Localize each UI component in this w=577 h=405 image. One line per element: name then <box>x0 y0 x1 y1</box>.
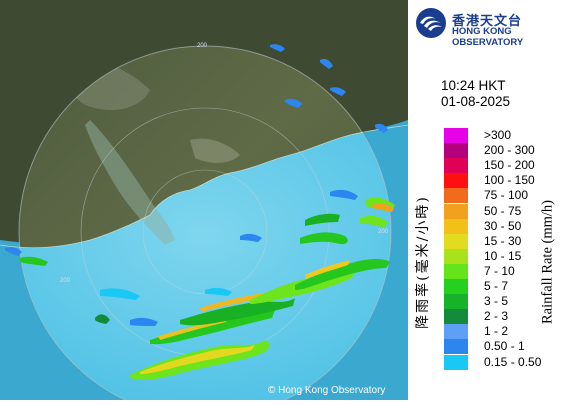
legend-label: 1 - 2 <box>484 324 509 339</box>
logo-name-en: HONG KONG OBSERVATORY <box>452 26 524 48</box>
map-copyright: © Hong Kong Observatory <box>268 385 385 396</box>
legend-swatch <box>444 294 468 310</box>
legend-swatch <box>444 309 468 325</box>
legend-swatch <box>444 279 468 294</box>
legend-swatch <box>444 263 468 279</box>
observation-date: 01-08-2025 <box>441 94 511 109</box>
observation-time: 10:24 HKT <box>441 78 506 93</box>
legend-label: 7 - 10 <box>484 263 515 278</box>
legend-row: 50 - 75 <box>444 203 577 219</box>
legend-row: 150 - 200 <box>444 158 577 174</box>
legend-swatch <box>444 203 468 219</box>
legend-row: 15 - 30 <box>444 233 577 249</box>
legend-label: 0.50 - 1 <box>484 339 525 354</box>
legend-swatch <box>444 158 468 174</box>
range-label-east: 200 <box>378 229 389 235</box>
legend-swatch <box>444 173 468 189</box>
hko-emblem-icon <box>416 8 446 38</box>
rain-echoes <box>5 44 395 380</box>
legend-swatch <box>444 233 468 249</box>
legend-label: >300 <box>484 128 512 142</box>
legend-label: 15 - 30 <box>484 233 522 248</box>
legend-row: 3 - 5 <box>444 294 577 310</box>
coastline <box>0 124 409 249</box>
legend-row: 0.50 - 1 <box>444 339 577 355</box>
legend-swatch <box>444 188 468 204</box>
legend-label: 50 - 75 <box>484 203 522 218</box>
radar-map-canvas: 200 200 200 200 <box>0 0 409 405</box>
range-label-north: 200 <box>197 43 208 49</box>
legend-panel: 香港天文台 HONG KONG OBSERVATORY 10:24 HKT 01… <box>408 0 577 400</box>
legend-swatch <box>444 354 468 370</box>
radar-outer-ring <box>18 45 392 405</box>
legend-row: 5 - 7 <box>444 279 577 294</box>
legend-label: 200 - 300 <box>484 143 535 158</box>
legend-row: 1 - 2 <box>444 324 577 340</box>
legend-title-en: Rainfall Rate (mm/h) <box>539 199 556 325</box>
legend-swatch <box>444 248 468 264</box>
radar-map[interactable]: 200 200 200 200 <box>0 0 409 405</box>
legend-row: 200 - 300 <box>444 143 577 159</box>
legend-label: 3 - 5 <box>484 294 509 309</box>
legend-label: 75 - 100 <box>484 188 529 203</box>
legend-row: 75 - 100 <box>444 188 577 204</box>
legend-swatch <box>444 128 468 143</box>
legend-label: 100 - 150 <box>484 173 535 188</box>
legend-row: 10 - 15 <box>444 248 577 264</box>
legend-row: 30 - 50 <box>444 218 577 234</box>
legend-label: 0.15 - 0.50 <box>484 354 542 369</box>
hko-logo[interactable]: 香港天文台 HONG KONG OBSERVATORY <box>414 6 574 48</box>
legend-row: 100 - 150 <box>444 173 577 189</box>
legend-swatch <box>444 324 468 340</box>
legend-swatch <box>444 218 468 234</box>
legend-label: 10 - 15 <box>484 248 522 263</box>
legend-swatch <box>444 339 468 355</box>
legend-label: 2 - 3 <box>484 309 509 324</box>
range-label-west: 200 <box>60 278 71 284</box>
legend-swatch <box>444 143 468 159</box>
legend-label: 30 - 50 <box>484 218 522 233</box>
legend-row: 2 - 3 <box>444 309 577 325</box>
legend-label: 5 - 7 <box>484 279 509 293</box>
legend-row: 0.15 - 0.50 <box>444 354 577 370</box>
legend-row: 7 - 10 <box>444 263 577 279</box>
legend-title-zh: 降雨率(毫米/小時) <box>415 195 431 329</box>
legend-row: >300 <box>444 128 577 143</box>
legend-label: 150 - 200 <box>484 158 535 173</box>
logo-name-zh: 香港天文台 <box>452 14 523 29</box>
